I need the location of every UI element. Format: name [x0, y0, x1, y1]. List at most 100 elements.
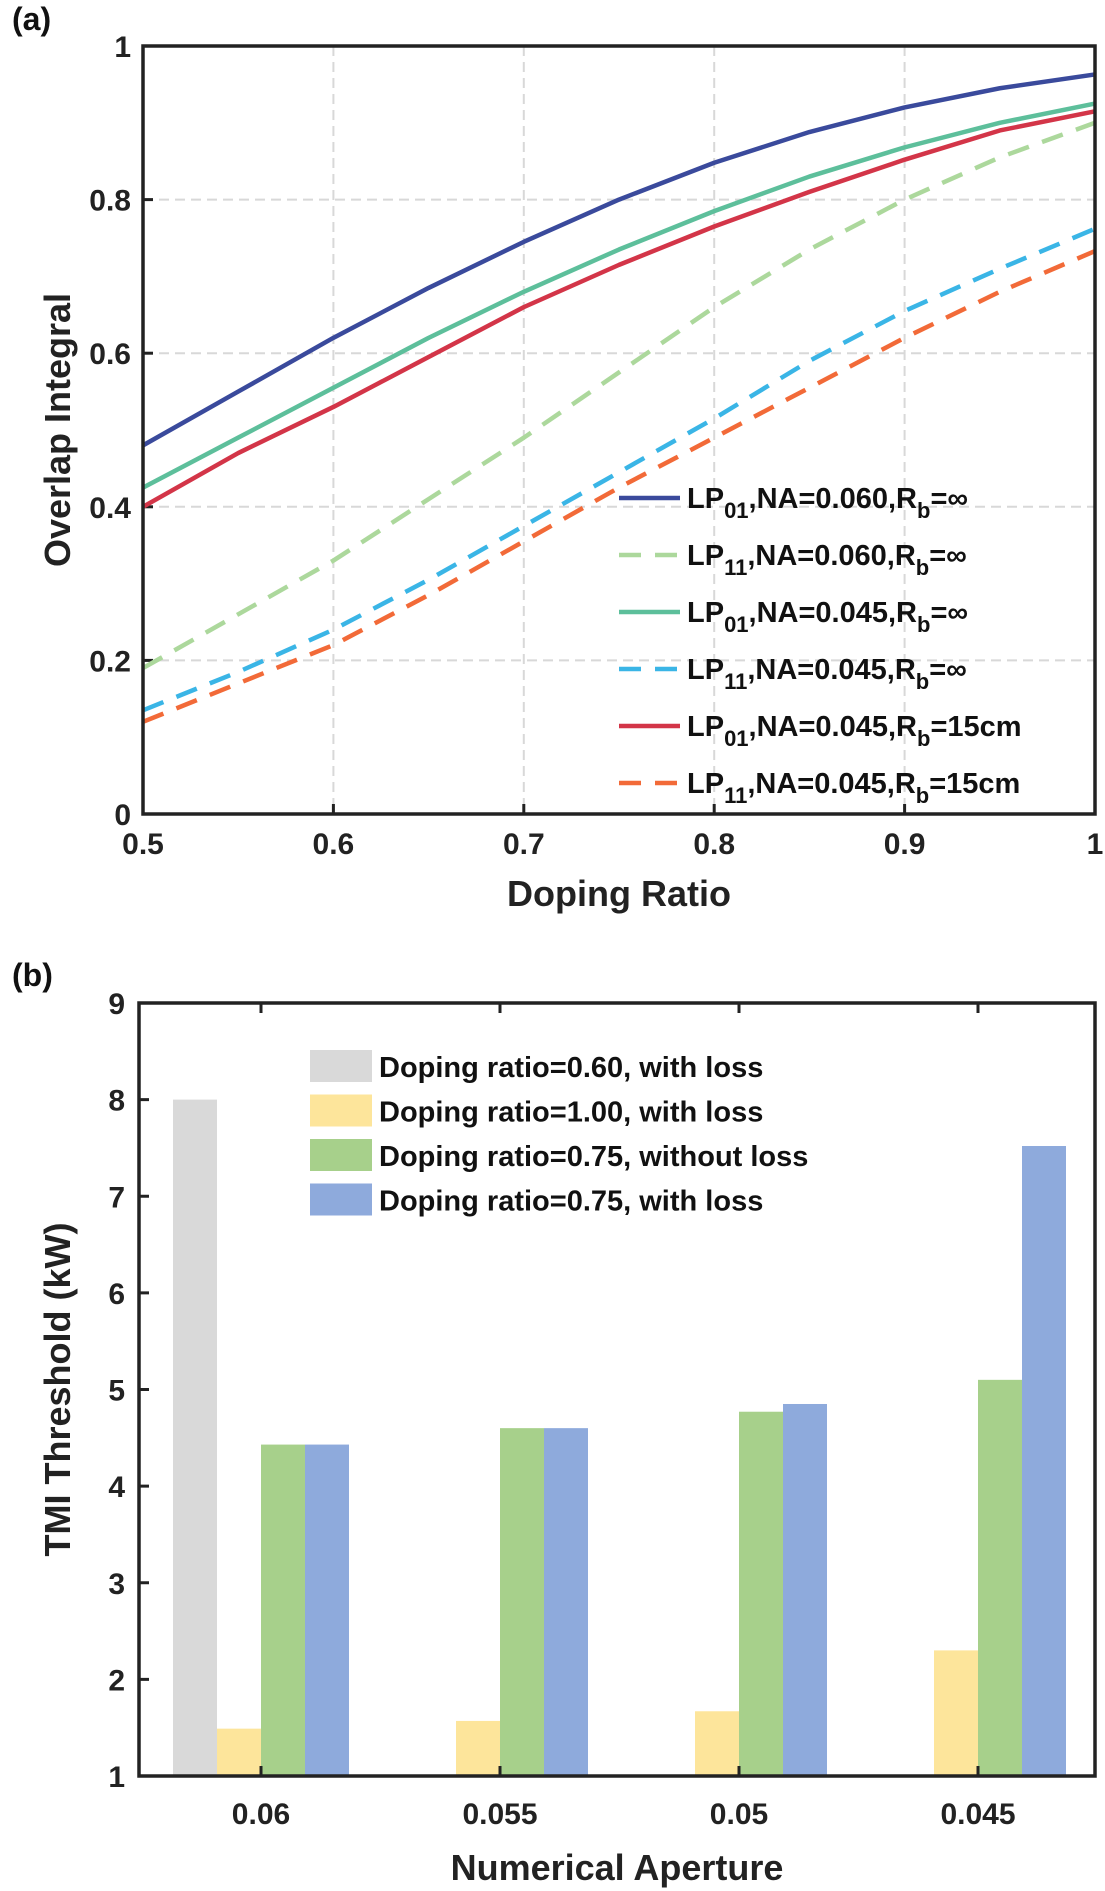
legend-entry: LP11,NA=0.060,Rb=∞ — [687, 540, 967, 580]
bar-4-0.05 — [783, 1403, 827, 1776]
legend-mode-sub: 11 — [724, 555, 747, 580]
legend-rb: =∞ — [930, 483, 968, 515]
legend-entry: LP01,NA=0.045,Rb=∞ — [687, 597, 968, 637]
x-axis-title: Numerical Aperture — [451, 1847, 784, 1888]
legend-mode: LP — [687, 483, 724, 515]
bar-1-0.06 — [173, 1099, 217, 1776]
legend-entry: Doping ratio=0.75, without loss — [379, 1141, 808, 1173]
bar-2-0.06 — [217, 1728, 261, 1776]
panel-a-overlap-chart: (a)0.5 0.6 0.7 0.8 0.9 100.20.40.60.81LP01,NA… — [12, 1, 1103, 914]
bar-3-0.05 — [739, 1411, 783, 1776]
legend-mode: LP — [687, 540, 724, 572]
legend-r-sub: b — [917, 726, 930, 751]
series-line-3 — [141, 101, 1096, 490]
legend-rb: =∞ — [930, 597, 968, 629]
y-tick-label: 0.2 — [89, 645, 131, 678]
x-axis-title: Doping Ratio — [507, 873, 731, 914]
legend-r-sub: b — [917, 612, 930, 637]
bar-3-0.06 — [261, 1444, 305, 1776]
legend-mode-sub: 11 — [724, 669, 747, 694]
legend-r-sub: b — [916, 669, 929, 694]
legend-rb: =∞ — [929, 654, 967, 686]
legend-na: ,NA=0.060,R — [749, 483, 918, 515]
y-tick-label: 0.8 — [89, 185, 131, 218]
legend-na: ,NA=0.045,R — [749, 597, 918, 629]
legend-entry: Doping ratio=1.00, with loss — [379, 1097, 763, 1129]
y-tick-label: 3 — [108, 1568, 125, 1601]
y-tick-label: 5 — [108, 1375, 125, 1408]
y-tick-label: 2 — [108, 1664, 125, 1697]
series-line-1 — [141, 72, 1096, 448]
x-tick-label: 0.045 — [940, 1798, 1015, 1831]
bar-2-0.05 — [695, 1711, 739, 1776]
legend-mode: LP — [687, 711, 724, 743]
panel-b-tmi-chart: (b) 1 2 3 4 5 6 7 8 9 0.06 0.055 0.05 0.045 Doping rat… — [12, 957, 1097, 1888]
x-tick-label: 0.8 — [693, 828, 735, 861]
bar-3-0.055 — [500, 1428, 544, 1776]
y-tick-label: 1 — [114, 31, 131, 64]
legend-mode: LP — [687, 768, 724, 800]
legend-entry: Doping ratio=0.60, with loss — [379, 1052, 763, 1084]
legend-rb: =15cm — [929, 768, 1020, 800]
x-tick-label: 0.7 — [503, 828, 545, 861]
y-tick-label: 7 — [108, 1181, 125, 1214]
legend-swatch — [310, 1094, 372, 1127]
legend-entry: LP01,NA=0.060,Rb=∞ — [687, 483, 968, 523]
legend-rb: =15cm — [930, 711, 1021, 743]
legend-mode-sub: 01 — [724, 612, 748, 637]
y-tick-label: 0 — [114, 799, 131, 832]
legend-mode-sub: 11 — [724, 783, 747, 808]
y-axis-title: TMI Threshold (kW) — [37, 1223, 78, 1557]
bar-2-0.045 — [934, 1650, 978, 1776]
series-line-2 — [141, 120, 1096, 671]
x-tick-label: 0.06 — [232, 1798, 290, 1831]
legend-na: ,NA=0.045,R — [747, 654, 916, 686]
plot-frame — [137, 1001, 1097, 1778]
y-axis-title: Overlap Integral — [37, 293, 78, 567]
series-line-5 — [141, 109, 1096, 509]
legend-mode: LP — [687, 597, 724, 629]
y-tick-label: 6 — [108, 1278, 125, 1311]
bar-4-0.055 — [544, 1428, 588, 1776]
x-tick-label: 0.05 — [710, 1798, 768, 1831]
legend-mode-sub: 01 — [724, 498, 748, 523]
legend-entry: LP01,NA=0.045,Rb=15cm — [687, 711, 1022, 751]
y-tick-label: 1 — [108, 1761, 125, 1794]
legend-r-sub: b — [916, 783, 929, 808]
legend-na: ,NA=0.045,R — [747, 768, 916, 800]
y-tick-label: 9 — [108, 988, 125, 1021]
x-tick-label: 0.6 — [313, 828, 355, 861]
x-tick-label: 0.9 — [884, 828, 926, 861]
series-line-4 — [142, 226, 1096, 713]
bar-3-0.045 — [978, 1379, 1022, 1776]
y-tick-label: 8 — [108, 1085, 125, 1118]
legend-r-sub: b — [916, 555, 929, 580]
legend-rb: =∞ — [929, 540, 967, 572]
legend-na: ,NA=0.045,R — [749, 711, 918, 743]
plot-frame — [141, 44, 1097, 816]
legend-swatch — [310, 1050, 372, 1082]
panel-label: (a) — [12, 1, 51, 37]
legend-r-sub: b — [917, 498, 930, 523]
legend-swatch — [310, 1139, 372, 1171]
legend: LP01,NA=0.060,Rb=∞LP11,NA=0.060,Rb=∞LP01… — [619, 483, 1022, 808]
y-tick-label: 0.4 — [89, 492, 131, 525]
bar-4-0.06 — [305, 1444, 349, 1776]
bar-2-0.055 — [456, 1720, 500, 1776]
y-tick-label: 4 — [108, 1471, 125, 1504]
x-tick-label: 1 — [1087, 828, 1104, 861]
panel-label: (b) — [12, 957, 53, 993]
y-tick-label: 0.6 — [89, 338, 131, 371]
x-tick-label: 0.5 — [122, 828, 164, 861]
legend-mode-sub: 01 — [724, 726, 748, 751]
bar-4-0.045 — [1022, 1146, 1066, 1776]
legend-mode: LP — [687, 654, 724, 686]
legend-na: ,NA=0.060,R — [747, 540, 916, 572]
legend-swatch — [310, 1183, 372, 1216]
legend-entry: LP11,NA=0.045,Rb=15cm — [687, 768, 1020, 808]
legend-entry: Doping ratio=0.75, with loss — [379, 1186, 763, 1218]
legend: Doping ratio=0.60, with loss Doping ratio… — [310, 1050, 808, 1218]
x-tick-label: 0.055 — [462, 1798, 537, 1831]
legend-entry: LP11,NA=0.045,Rb=∞ — [687, 654, 967, 694]
